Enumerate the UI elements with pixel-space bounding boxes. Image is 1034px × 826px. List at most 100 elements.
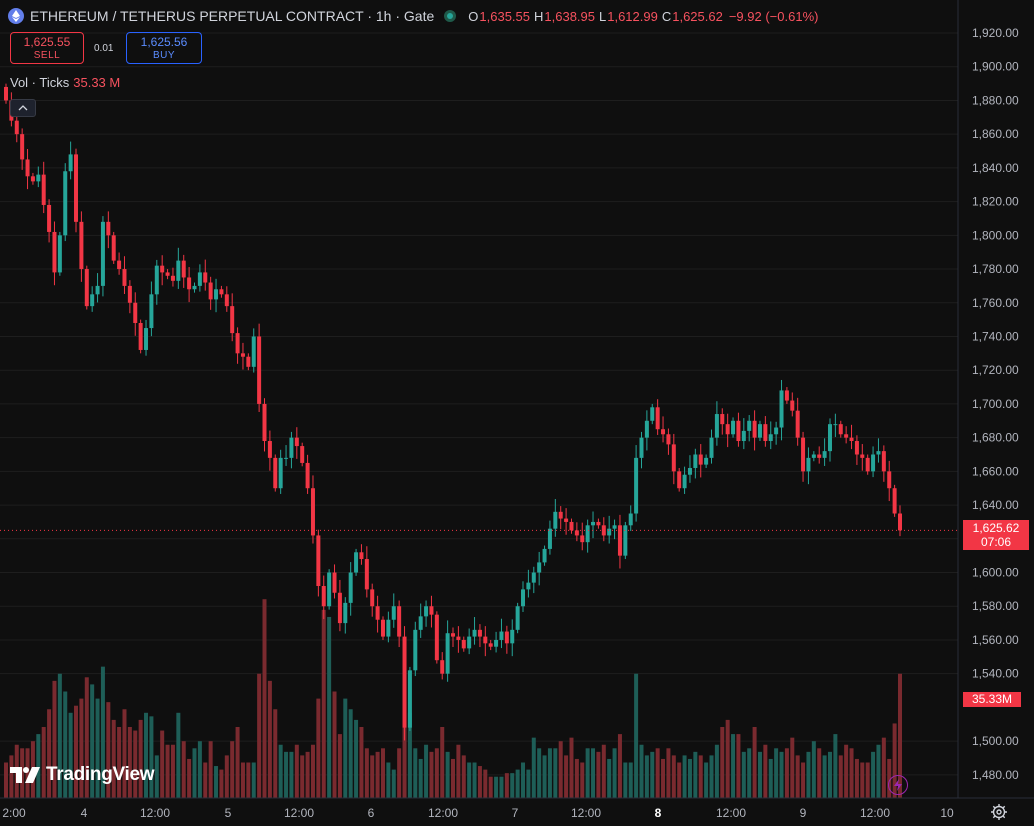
volume-bar: [74, 705, 79, 798]
candle: [354, 548, 359, 576]
volume-bar: [763, 744, 768, 798]
open-label: O: [468, 8, 479, 24]
candle-body: [499, 631, 504, 640]
volume-bar: [310, 744, 315, 798]
volume-legend[interactable]: Vol · Ticks 35.33 M: [10, 75, 120, 90]
candle: [801, 431, 806, 482]
volume-bar: [386, 762, 391, 798]
candle: [494, 631, 499, 653]
volume-bar: [370, 755, 375, 798]
volume-value-label: 35.33M: [963, 692, 1021, 707]
volume-bar: [63, 691, 68, 798]
collapse-legend-button[interactable]: [10, 99, 36, 117]
candle-body: [844, 434, 849, 438]
candle-body: [725, 424, 730, 435]
ethereum-icon: [8, 8, 24, 24]
candle: [472, 617, 477, 645]
candle: [95, 273, 100, 303]
volume-bar: [364, 748, 369, 798]
tradingview-logo[interactable]: TradingView: [10, 764, 155, 786]
candle-body: [197, 272, 202, 286]
volume-bar: [214, 766, 219, 798]
volume-bar: [677, 762, 682, 798]
candle: [445, 620, 450, 682]
volume-bar: [278, 744, 283, 798]
volume-bar: [4, 762, 8, 798]
candle-body: [445, 633, 450, 674]
candle: [20, 128, 25, 170]
candle-body: [763, 424, 768, 442]
volume-bar: [661, 758, 666, 798]
volume-bar: [273, 709, 278, 798]
candle-body: [854, 441, 859, 455]
volume-bar: [445, 751, 450, 798]
volume-bar: [687, 758, 692, 798]
buy-button[interactable]: 1,625.56 BUY: [126, 32, 202, 64]
settings-button[interactable]: [990, 803, 1008, 821]
volume-bar: [402, 684, 407, 798]
candle-body: [100, 221, 105, 286]
candle: [747, 415, 752, 442]
volume-bar: [359, 727, 364, 798]
volume-bar: [434, 748, 439, 798]
volume-bar: [203, 762, 208, 798]
candle-body: [230, 306, 235, 334]
symbol-title[interactable]: ETHEREUM / TETHERUS PERPETUAL CONTRACT ·…: [30, 8, 435, 24]
candle: [133, 292, 138, 336]
candle-body: [720, 414, 725, 425]
candle: [300, 442, 305, 467]
candle: [181, 254, 186, 288]
candle: [887, 460, 892, 502]
price-axis-bg[interactable]: [958, 0, 1034, 826]
price-tick-label: 1,560.00: [972, 633, 1019, 647]
volume-bar: [380, 748, 385, 798]
volume-bar: [612, 748, 617, 798]
candle: [127, 280, 132, 314]
candle-body: [795, 410, 800, 438]
candle: [214, 278, 219, 313]
candle-body: [386, 619, 391, 637]
volume-bar: [197, 741, 202, 798]
high-label: H: [534, 8, 544, 24]
volume-bar: [267, 680, 272, 798]
time-tick-label: 6: [368, 806, 375, 820]
candle-body: [871, 454, 876, 472]
candle: [359, 544, 364, 565]
candle: [515, 602, 520, 634]
lightning-icon: [894, 779, 902, 791]
sell-button[interactable]: 1,625.55 SELL: [10, 32, 84, 64]
volume-bar: [235, 727, 240, 798]
quick-actions-button[interactable]: [888, 775, 908, 795]
candle-body: [348, 572, 353, 603]
gear-icon: [991, 804, 1007, 820]
volume-bar: [20, 748, 25, 798]
volume-bar: [117, 727, 122, 798]
candle: [343, 597, 348, 634]
time-tick-label: 12:00: [716, 806, 746, 820]
volume-bar: [68, 712, 73, 798]
volume-bar: [623, 762, 628, 798]
volume-bar: [149, 716, 154, 798]
candle: [596, 518, 601, 529]
candle-body: [251, 336, 256, 367]
volume-bar: [488, 776, 493, 798]
candle-body: [359, 552, 364, 560]
candle-body: [57, 235, 62, 273]
price-tick-label: 1,860.00: [972, 127, 1019, 141]
candle-body: [310, 488, 315, 536]
candle-body: [714, 414, 719, 438]
candle-body: [424, 606, 429, 617]
candle-body: [240, 353, 245, 357]
candle-body: [429, 606, 434, 615]
candle: [90, 286, 95, 312]
volume-bar: [817, 748, 822, 798]
volume-bar: [90, 684, 95, 798]
price-tick-label: 1,780.00: [972, 262, 1019, 276]
candle: [25, 148, 30, 190]
candle: [876, 438, 881, 463]
candle-body: [494, 639, 499, 647]
candle-body: [569, 521, 574, 531]
candle: [623, 521, 628, 560]
volume-bar: [451, 758, 455, 798]
